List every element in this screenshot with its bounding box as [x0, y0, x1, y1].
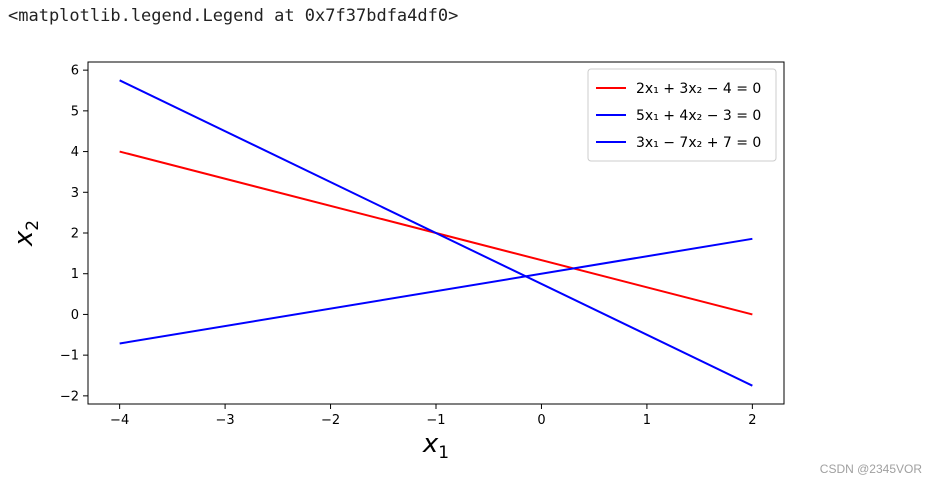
- output-repr-text: <matplotlib.legend.Legend at 0x7f37bdfa4…: [8, 6, 459, 26]
- legend-label-2: 5x₁ + 4x₂ − 3 = 0: [636, 108, 761, 124]
- legend-box: [587, 68, 777, 162]
- y-axis-ticks: −2 −1 0 1 2 3 4 5 6: [60, 64, 88, 404]
- x-axis-ticks: −4 −3 −2 −1 0 1 2: [110, 404, 757, 428]
- x-tick-label: 0: [537, 413, 545, 428]
- legend-label-1: 2x₁ + 3x₂ − 4 = 0: [636, 81, 761, 97]
- x-tick-label: −1: [426, 413, 445, 428]
- watermark-text: CSDN @2345VOR: [819, 462, 922, 476]
- plot-frame: [87, 61, 785, 405]
- y-tick-label: 4: [71, 145, 79, 160]
- y-axis-label: x2: [9, 220, 43, 247]
- y-tick-label: 3: [71, 186, 79, 201]
- y-tick-label: −2: [60, 389, 79, 404]
- axis-label-subscript: 2: [23, 220, 43, 231]
- y-tick-label: 5: [71, 104, 79, 119]
- legend: 2x₁ + 3x₂ − 4 = 0 5x₁ + 4x₂ − 3 = 0 3x₁ − …: [587, 68, 777, 162]
- y-tick-label: −1: [60, 349, 79, 364]
- x-tick-label: −4: [110, 413, 129, 428]
- x-tick-label: −2: [321, 413, 340, 428]
- x-tick-label: 1: [643, 413, 651, 428]
- legend-label-3: 3x₁ − 7x₂ + 7 = 0: [636, 135, 761, 151]
- y-tick-label: 0: [71, 308, 79, 323]
- axis-label-subscript: 1: [438, 443, 449, 463]
- x-axis-label: x1: [422, 429, 449, 463]
- series-line-3: [119, 237, 753, 345]
- series-line-2: [119, 79, 753, 387]
- y-tick-label: 6: [71, 64, 79, 79]
- axis-label-base: x: [9, 230, 39, 247]
- x-tick-label: −3: [216, 413, 235, 428]
- axis-label-base: x: [422, 429, 439, 459]
- x-tick-label: 2: [748, 413, 756, 428]
- series-layer: [119, 79, 753, 387]
- y-tick-label: 2: [71, 227, 79, 242]
- y-tick-label: 1: [71, 267, 79, 282]
